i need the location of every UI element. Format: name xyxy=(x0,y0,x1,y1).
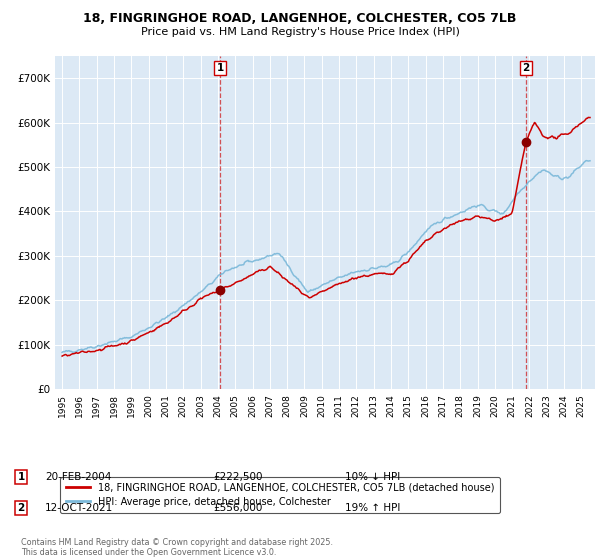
Text: £556,000: £556,000 xyxy=(213,503,262,513)
Text: £222,500: £222,500 xyxy=(213,472,263,482)
Text: 12-OCT-2021: 12-OCT-2021 xyxy=(45,503,113,513)
Text: 2: 2 xyxy=(522,63,529,73)
Text: 1: 1 xyxy=(17,472,25,482)
Text: Price paid vs. HM Land Registry's House Price Index (HPI): Price paid vs. HM Land Registry's House … xyxy=(140,27,460,37)
Text: Contains HM Land Registry data © Crown copyright and database right 2025.
This d: Contains HM Land Registry data © Crown c… xyxy=(21,538,333,557)
Text: 10% ↓ HPI: 10% ↓ HPI xyxy=(345,472,400,482)
Text: 20-FEB-2004: 20-FEB-2004 xyxy=(45,472,112,482)
Legend: 18, FINGRINGHOE ROAD, LANGENHOE, COLCHESTER, CO5 7LB (detached house), HPI: Aver: 18, FINGRINGHOE ROAD, LANGENHOE, COLCHES… xyxy=(60,477,500,512)
Text: 18, FINGRINGHOE ROAD, LANGENHOE, COLCHESTER, CO5 7LB: 18, FINGRINGHOE ROAD, LANGENHOE, COLCHES… xyxy=(83,12,517,25)
Text: 19% ↑ HPI: 19% ↑ HPI xyxy=(345,503,400,513)
Text: 1: 1 xyxy=(217,63,224,73)
Text: 2: 2 xyxy=(17,503,25,513)
